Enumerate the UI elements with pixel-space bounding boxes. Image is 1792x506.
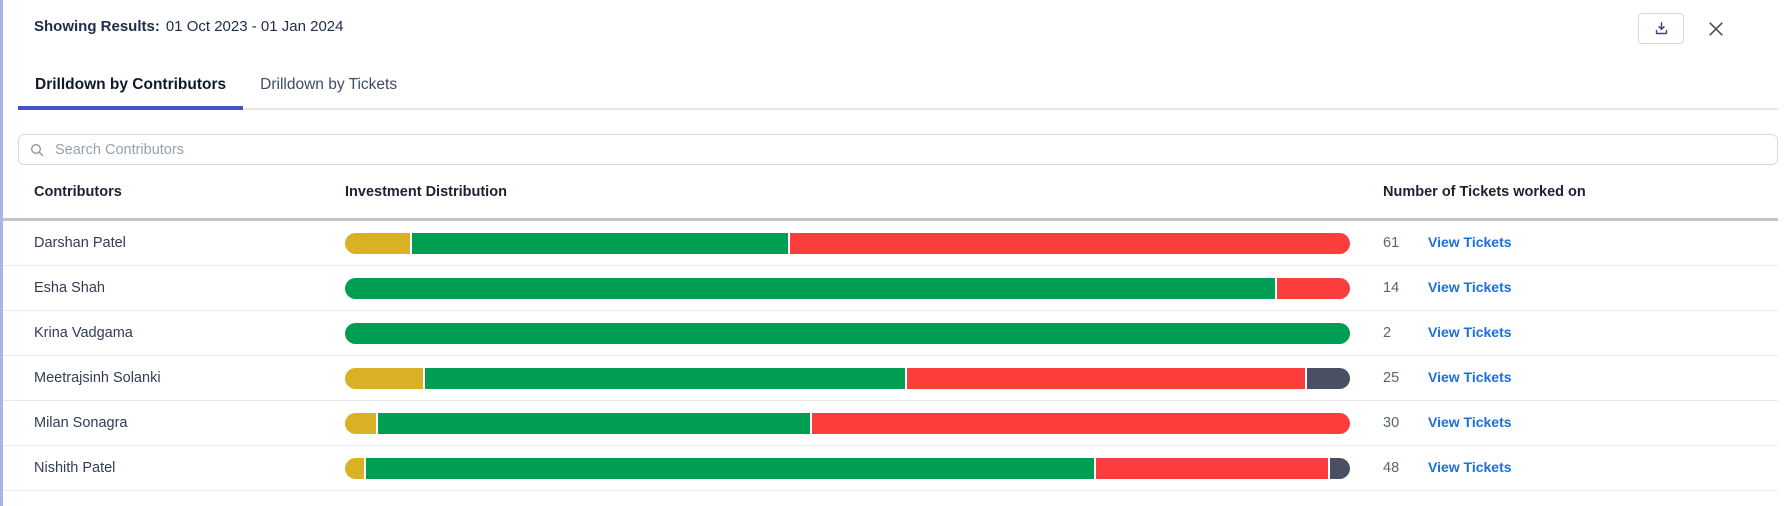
ticket-count: 30 bbox=[1383, 415, 1400, 431]
contributors-table: Contributors Investment Distribution Num… bbox=[0, 165, 1778, 491]
search-bar bbox=[18, 134, 1778, 165]
col-header-contributors: Contributors bbox=[34, 183, 122, 200]
topbar-actions bbox=[1638, 13, 1726, 44]
close-button[interactable] bbox=[1706, 19, 1726, 39]
investment-bar bbox=[345, 322, 1350, 344]
tab-drilldown-by-contributors[interactable]: Drilldown by Contributors bbox=[18, 64, 244, 110]
contributor-name: Darshan Patel bbox=[34, 235, 126, 251]
table-row: Darshan Patel 61 View Tickets bbox=[0, 221, 1778, 266]
showing-results-label: Showing Results: bbox=[34, 18, 160, 35]
table-header: Contributors Investment Distribution Num… bbox=[0, 165, 1778, 221]
tab-drilldown-by-tickets[interactable]: Drilldown by Tickets bbox=[243, 64, 414, 108]
bar-segment-dark bbox=[1330, 457, 1350, 479]
bar-segment-red bbox=[1276, 277, 1350, 299]
tab-bar: Drilldown by Contributors Drilldown by T… bbox=[18, 64, 1778, 110]
table-row: Nishith Patel 48 View Tickets bbox=[0, 446, 1778, 491]
table-row: Krina Vadgama 2 View Tickets bbox=[0, 311, 1778, 356]
investment-bar bbox=[345, 412, 1350, 434]
search-icon bbox=[29, 142, 45, 158]
date-range: 01 Oct 2023 - 01 Jan 2024 bbox=[165, 18, 344, 35]
bar-segment-yellow bbox=[345, 232, 411, 254]
bar-segment-red bbox=[812, 412, 1350, 434]
view-tickets-link[interactable]: View Tickets bbox=[1428, 324, 1512, 340]
contributor-name: Krina Vadgama bbox=[34, 325, 133, 341]
bar-segment-yellow bbox=[345, 367, 423, 389]
table-row: Esha Shah 14 View Tickets bbox=[0, 266, 1778, 311]
search-input[interactable] bbox=[45, 141, 1767, 158]
bar-segment-red bbox=[790, 232, 1350, 254]
contributor-name: Meetrajsinh Solanki bbox=[34, 370, 161, 386]
contributor-name: Nishith Patel bbox=[34, 460, 116, 476]
contributor-name: Milan Sonagra bbox=[34, 415, 128, 431]
investment-bar bbox=[345, 232, 1350, 254]
ticket-count: 48 bbox=[1383, 460, 1400, 476]
bar-segment-green bbox=[345, 322, 1350, 344]
contributor-name: Esha Shah bbox=[34, 280, 105, 296]
showing-results: Showing Results: 01 Oct 2023 - 01 Jan 202… bbox=[34, 18, 1756, 35]
ticket-count: 25 bbox=[1383, 370, 1400, 386]
download-icon bbox=[1653, 20, 1670, 37]
ticket-count: 61 bbox=[1383, 235, 1400, 251]
col-header-investment-distribution: Investment Distribution bbox=[345, 183, 507, 200]
view-tickets-link[interactable]: View Tickets bbox=[1428, 279, 1512, 295]
panel-left-accent bbox=[0, 0, 3, 506]
download-button[interactable] bbox=[1638, 13, 1684, 44]
view-tickets-link[interactable]: View Tickets bbox=[1428, 459, 1512, 475]
bar-segment-red bbox=[1096, 457, 1329, 479]
close-icon bbox=[1706, 19, 1726, 39]
view-tickets-link[interactable]: View Tickets bbox=[1428, 369, 1512, 385]
table-body: Darshan Patel 61 View Tickets Esha Shah … bbox=[0, 221, 1778, 491]
table-row: Meetrajsinh Solanki 25 View Tickets bbox=[0, 356, 1778, 401]
ticket-count: 14 bbox=[1383, 280, 1400, 296]
investment-bar bbox=[345, 277, 1350, 299]
bar-segment-green bbox=[365, 457, 1095, 479]
bar-segment-green bbox=[345, 277, 1275, 299]
investment-bar bbox=[345, 457, 1350, 479]
ticket-count: 2 bbox=[1383, 325, 1392, 341]
table-row: Milan Sonagra 30 View Tickets bbox=[0, 401, 1778, 446]
view-tickets-link[interactable]: View Tickets bbox=[1428, 234, 1512, 250]
col-header-tickets-worked-on: Number of Tickets worked on bbox=[1383, 183, 1586, 200]
bar-segment-yellow bbox=[345, 412, 377, 434]
investment-bar bbox=[345, 367, 1350, 389]
bar-segment-yellow bbox=[345, 457, 364, 479]
bar-segment-red bbox=[907, 367, 1306, 389]
view-tickets-link[interactable]: View Tickets bbox=[1428, 414, 1512, 430]
topbar: Showing Results: 01 Oct 2023 - 01 Jan 202… bbox=[0, 0, 1792, 46]
bar-segment-green bbox=[412, 232, 789, 254]
bar-segment-green bbox=[378, 412, 811, 434]
bar-segment-green bbox=[424, 367, 906, 389]
bar-segment-dark bbox=[1307, 367, 1350, 389]
